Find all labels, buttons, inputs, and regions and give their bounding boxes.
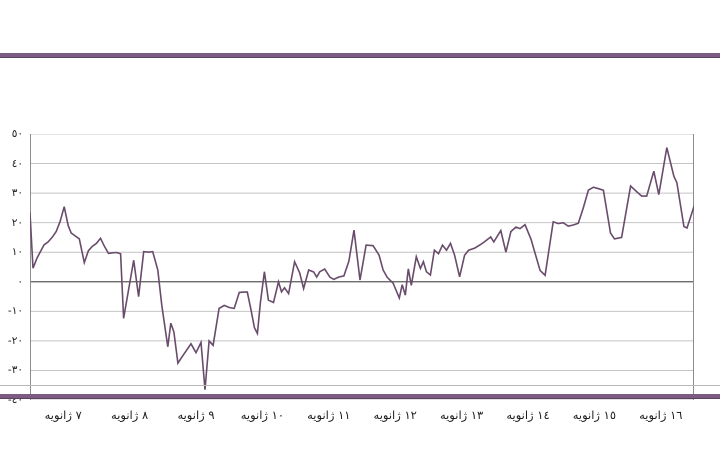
y-axis-tick-label: ٥٠	[11, 128, 23, 140]
x-axis-tick-label: ٧ ژانویه	[44, 408, 82, 422]
y-axis-tick-label: -٢٠	[7, 334, 23, 347]
y-axis-tick-label: ٣٠	[11, 187, 23, 200]
x-axis-tick-label: ١٠ ژانویه	[240, 408, 285, 422]
x-axis-tick-label: ١٤ ژانویه	[506, 408, 550, 422]
x-axis-tick-label: ٩ ژانویه	[177, 408, 215, 422]
x-axis-tick-label: ١٢ ژانویه	[373, 408, 417, 422]
y-axis-tick-label: -٤٠	[7, 394, 23, 406]
x-axis-tick-label: ١٣ ژانویه	[439, 408, 484, 422]
plot-area	[30, 134, 694, 400]
y-axis-tick-label: ٠	[17, 275, 23, 288]
x-axis-tick-label: ١٦ ژانویه	[639, 408, 683, 422]
x-axis-tick-label: ١١ ژانویه	[307, 408, 351, 422]
y-axis-tick-label: ٤٠	[11, 157, 23, 170]
line-chart-svg	[30, 134, 694, 400]
y-axis-tick-label: ٢٠	[11, 216, 23, 229]
x-axis-tick-label: ١٥ ژانویه	[572, 408, 617, 422]
y-axis-tick-label: -٣٠	[7, 364, 23, 377]
x-axis-tick-label: ٨ ژانویه	[111, 408, 149, 422]
data-series-line	[30, 147, 694, 390]
chart-area: ٥٠ ٤٠ ٣٠ ٢٠ ١٠ ٠ -١٠ -٢٠ -٣٠ -٤٠ ٧ ژانویه ٨ ژانویه…	[0, 60, 720, 422]
y-axis-tick-label: -١٠	[7, 305, 23, 318]
bottom-divider-bar	[0, 394, 720, 399]
separator-line	[0, 385, 720, 386]
top-divider-bar	[0, 53, 720, 58]
y-axis-tick-label: ١٠	[11, 246, 23, 259]
